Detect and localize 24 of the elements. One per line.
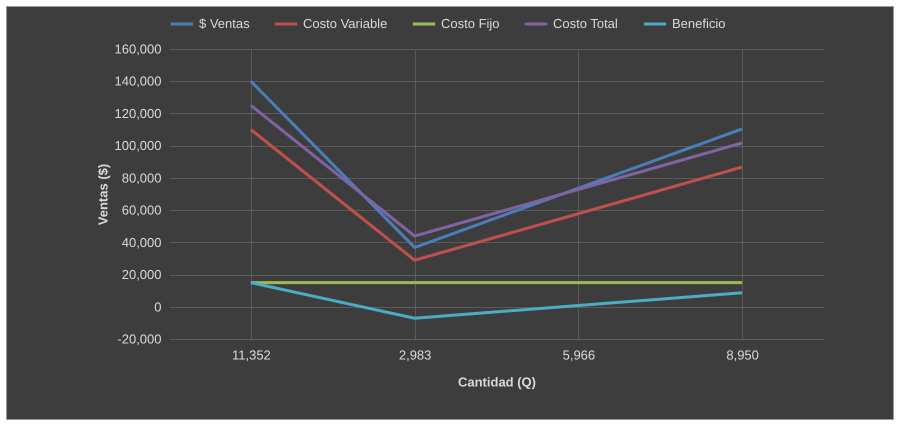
legend-label: Costo Variable <box>303 16 388 31</box>
line-series <box>249 104 744 238</box>
line-series <box>249 281 744 320</box>
legend-label: Costo Total <box>553 16 618 31</box>
y-tick-label: -20,000 <box>117 332 162 346</box>
y-tick-label: 160,000 <box>114 42 162 56</box>
legend-label: $ Ventas <box>199 16 250 31</box>
x-tick-label: 11,352 <box>232 348 271 362</box>
y-tick-label: 100,000 <box>114 138 162 154</box>
y-tick-label: 80,000 <box>122 170 162 186</box>
x-tick-label: 8,950 <box>726 348 759 362</box>
x-tick-label: 5,966 <box>562 348 596 362</box>
x-tick-label: 2,983 <box>398 348 432 362</box>
y-tick-label: 40,000 <box>122 234 162 250</box>
y-tick-label: 0 <box>154 299 162 314</box>
y-tick-label: 140,000 <box>114 74 162 89</box>
legend-label: Beneficio <box>672 16 726 31</box>
y-tick-label: 60,000 <box>122 202 162 218</box>
y-axis-title: Ventas ($) <box>96 164 111 226</box>
line-series <box>249 128 744 262</box>
y-tick-label: 20,000 <box>122 267 162 282</box>
x-axis-title: Cantidad (Q) <box>458 374 536 390</box>
legend-label: Costo Fijo <box>441 16 500 31</box>
y-tick-label: 120,000 <box>114 106 162 121</box>
